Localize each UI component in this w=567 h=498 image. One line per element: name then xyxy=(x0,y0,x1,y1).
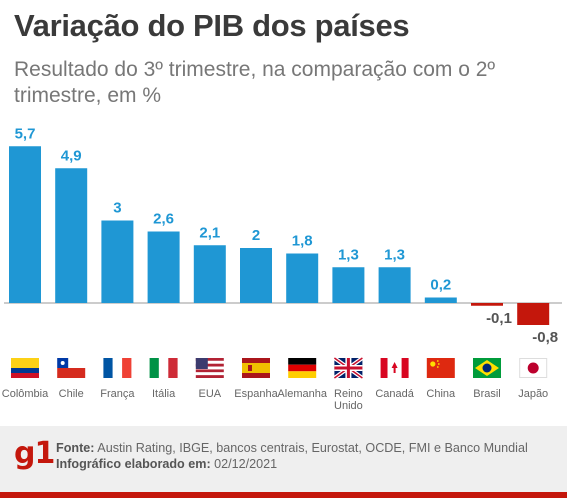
bar xyxy=(517,303,550,325)
bar xyxy=(240,248,272,303)
bar-value-label: 3 xyxy=(113,200,121,217)
bar-chart: 5,7 Colômbia 4,9 Chile 3 França 2,6 Itália 2,1 EU… xyxy=(2,125,562,412)
bar xyxy=(378,267,411,303)
footer: g1 Fonte: Austin Rating, IBGE, bancos ce… xyxy=(0,426,567,498)
category-label: Reino Unido xyxy=(334,388,363,412)
bar-value-label: -0,1 xyxy=(486,310,512,327)
colombia-flag-icon xyxy=(11,358,39,378)
france-flag-icon xyxy=(103,358,132,378)
spain-flag-icon xyxy=(242,358,270,378)
brazil-flag-icon xyxy=(473,358,501,378)
bar-value-label: 2,6 xyxy=(153,211,174,228)
category-label: Colômbia xyxy=(2,388,49,400)
bar-value-label: 4,9 xyxy=(61,147,82,164)
chart-subtitle: Resultado do 3º trimestre, na comparação… xyxy=(14,58,496,107)
source-text: Austin Rating, IBGE, bancos centrais, Eu… xyxy=(97,441,528,455)
bar-value-label: 1,8 xyxy=(292,233,313,250)
category-label: Chile xyxy=(59,388,84,400)
bar-value-label: 2 xyxy=(252,227,260,244)
bar xyxy=(471,303,503,306)
source-label: Fonte: xyxy=(56,441,95,455)
bar xyxy=(55,168,88,303)
bar xyxy=(424,297,457,303)
bar-value-label: -0,8 xyxy=(532,329,558,346)
bar xyxy=(332,267,365,303)
chart-title: Variação do PIB dos países xyxy=(14,8,410,43)
category-label: Brasil xyxy=(473,388,501,400)
uk-flag-icon xyxy=(333,356,364,380)
category-label: China xyxy=(426,388,456,400)
bar xyxy=(286,253,319,303)
footer-accent-bar xyxy=(0,492,567,498)
italy-flag-icon xyxy=(149,358,178,378)
bar-value-label: 0,2 xyxy=(430,277,451,294)
usa-flag-icon xyxy=(195,358,224,378)
germany-flag-icon xyxy=(288,358,317,378)
category-label: Itália xyxy=(152,388,176,400)
japan-flag-icon xyxy=(519,358,548,378)
china-flag-icon xyxy=(426,358,455,378)
bar xyxy=(101,220,134,303)
bar-value-label: 2,1 xyxy=(199,224,220,241)
bar-value-label: 1,3 xyxy=(384,246,405,263)
bar xyxy=(193,245,226,303)
bar xyxy=(147,231,180,303)
bar-value-label: 1,3 xyxy=(338,246,359,263)
category-label: França xyxy=(100,388,135,400)
credit-date: 02/12/2021 xyxy=(214,457,278,471)
category-label: EUA xyxy=(198,388,221,400)
bar xyxy=(9,146,41,303)
chile-flag-icon xyxy=(57,358,86,378)
source-note: Fonte: Austin Rating, IBGE, bancos centr… xyxy=(56,440,561,472)
category-label: Espanha xyxy=(234,388,278,400)
category-label: Alemanha xyxy=(277,388,327,400)
canada-flag-icon xyxy=(380,358,409,378)
bar-value-label: 5,7 xyxy=(15,125,36,142)
category-label: Canadá xyxy=(375,388,414,400)
credit-label: Infográfico elaborado em: xyxy=(56,457,211,471)
g1-logo: g1 xyxy=(14,436,55,471)
category-label: Japão xyxy=(518,388,548,400)
